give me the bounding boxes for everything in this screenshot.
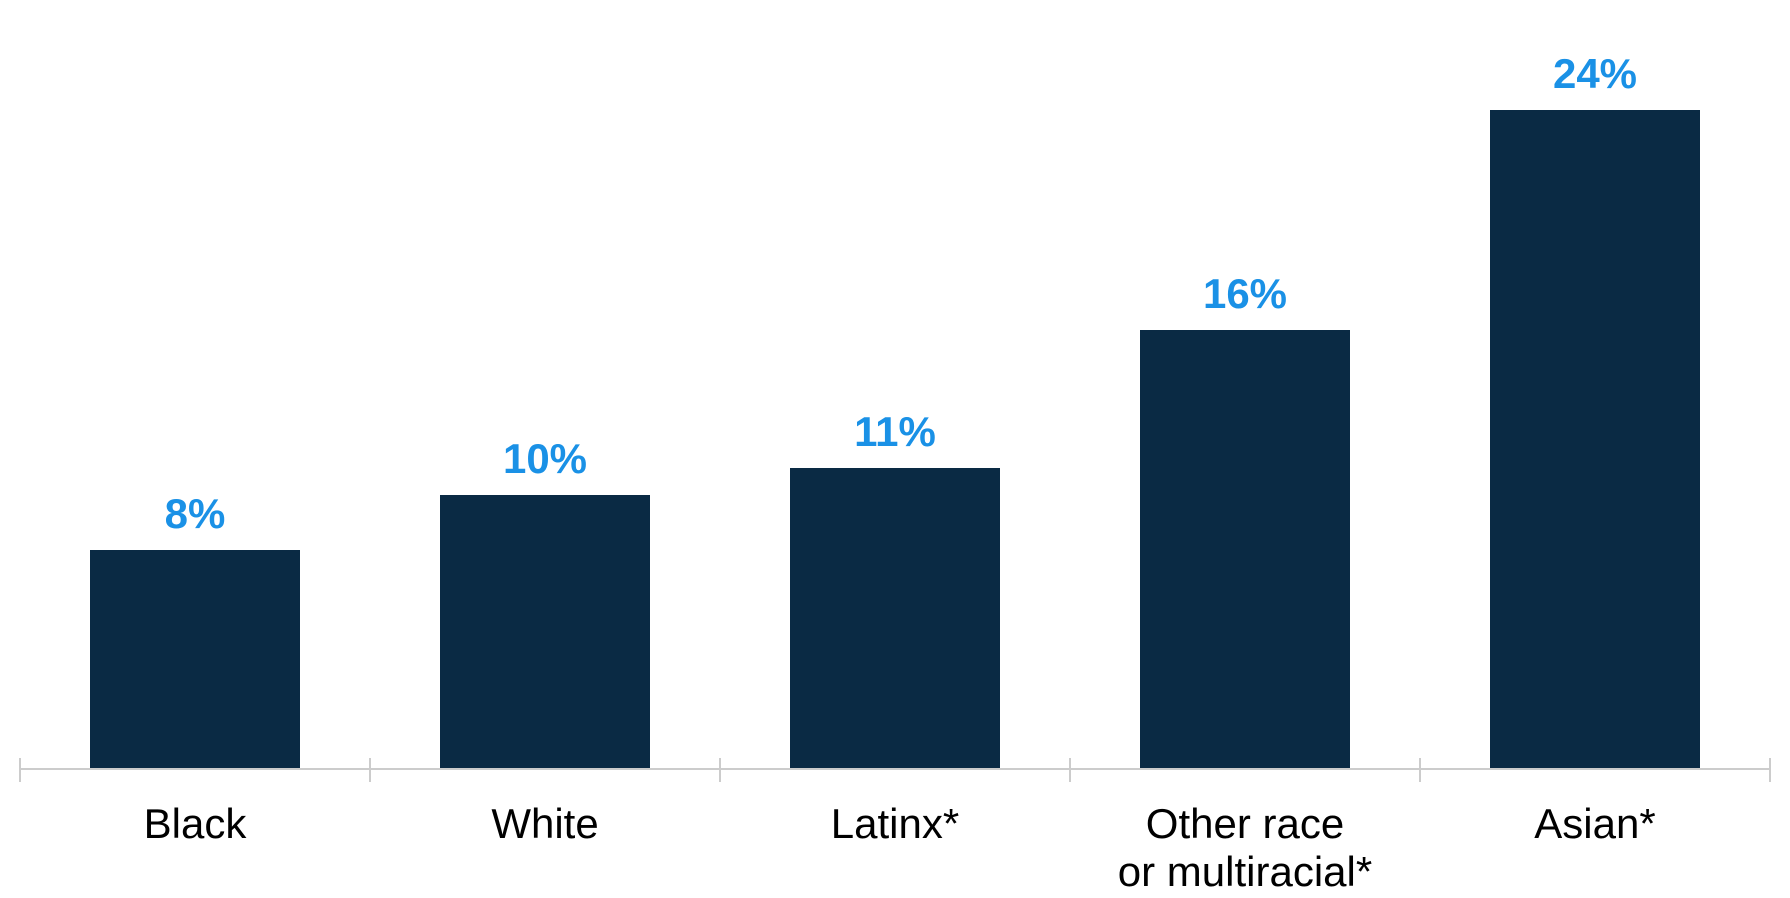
bar-value-label: 24%: [1553, 50, 1637, 98]
x-axis-category-label: White: [491, 800, 598, 848]
bar-chart: 8% 10% 11% 16% 24% Black White Latinx* Other ra…: [0, 0, 1790, 898]
x-axis-tick: [19, 758, 21, 782]
x-axis-tick: [369, 758, 371, 782]
bar-value-label: 11%: [854, 408, 936, 456]
x-axis-tick: [719, 758, 721, 782]
x-axis-tick: [1769, 758, 1771, 782]
bar-column: 10%: [440, 435, 650, 770]
bar-column: 16%: [1140, 270, 1350, 770]
x-axis-baseline: [20, 768, 1770, 770]
plot-area: 8% 10% 11% 16% 24%: [20, 0, 1770, 770]
bar: [440, 495, 650, 770]
bar: [1140, 330, 1350, 770]
bar-column: 24%: [1490, 50, 1700, 770]
x-axis-category-label: Black: [144, 800, 247, 848]
x-axis-category-label: Other race or multiracial*: [1118, 800, 1372, 897]
bar-value-label: 16%: [1203, 270, 1287, 318]
bar: [1490, 110, 1700, 770]
bar: [90, 550, 300, 770]
bar: [790, 468, 1000, 771]
x-axis-category-label: Latinx*: [831, 800, 959, 848]
bar-value-label: 10%: [503, 435, 587, 483]
x-axis-tick: [1069, 758, 1071, 782]
bar-column: 8%: [90, 490, 300, 770]
x-axis-category-label: Asian*: [1534, 800, 1655, 848]
x-axis-labels: BlackWhiteLatinx*Other race or multiraci…: [20, 800, 1770, 890]
bar-value-label: 8%: [165, 490, 226, 538]
x-axis-tick: [1419, 758, 1421, 782]
bar-column: 11%: [790, 408, 1000, 771]
